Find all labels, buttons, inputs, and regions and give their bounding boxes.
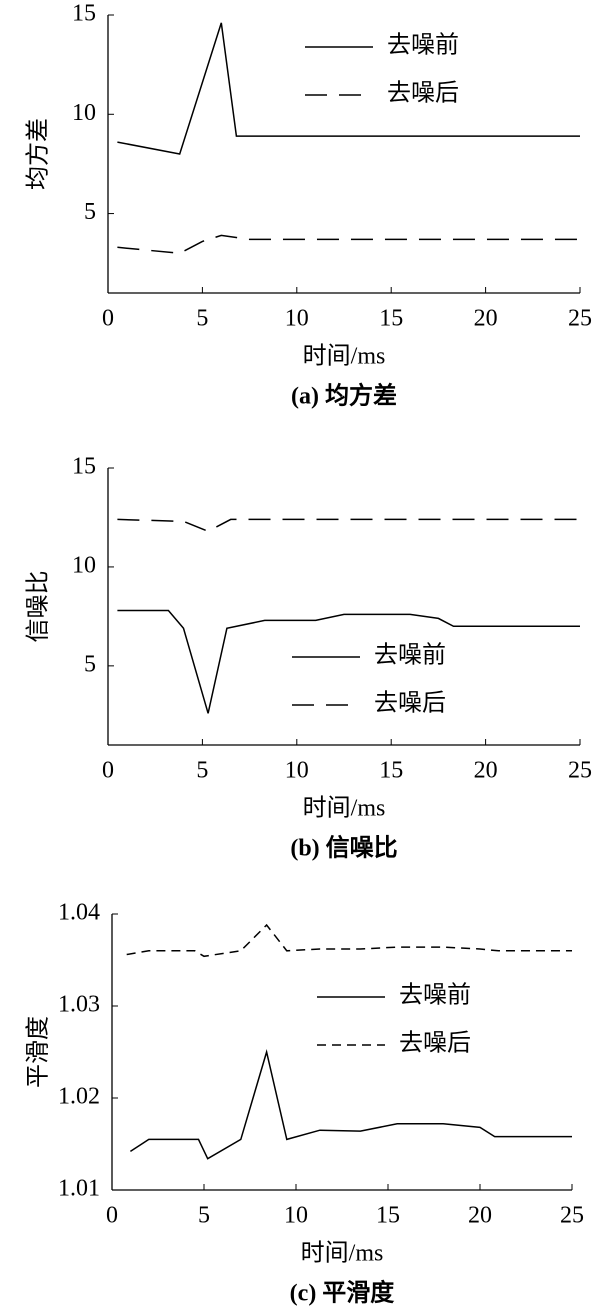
legend-label: 去噪前 (399, 982, 471, 1009)
legend-label: 去噪前 (374, 642, 446, 669)
x-axis-label: 时间/ms (303, 795, 386, 822)
y-tick-label: 10 (72, 100, 96, 126)
y-axis-label: 信噪比 (25, 571, 52, 643)
x-tick-label: 0 (106, 1203, 118, 1229)
series-line (129, 1049, 572, 1160)
x-axis-label: 时间/ms (301, 1240, 384, 1267)
x-tick-label: 20 (474, 306, 498, 332)
x-tick-label: 15 (379, 758, 403, 784)
series-line (117, 518, 580, 533)
caption: (b) 信噪比 (290, 834, 397, 862)
series-line (117, 234, 580, 255)
x-tick-label: 25 (568, 306, 592, 332)
x-tick-label: 20 (468, 1203, 492, 1229)
y-axis-label: 平滑度 (25, 1016, 52, 1088)
x-tick-label: 15 (376, 1203, 400, 1229)
y-tick-label: 15 (72, 454, 96, 480)
series-line (117, 22, 580, 155)
series-line (126, 923, 572, 958)
y-tick-label: 1.03 (58, 992, 100, 1018)
x-tick-label: 25 (560, 1203, 584, 1229)
y-axis-label: 均方差 (25, 118, 52, 190)
x-tick-label: 25 (568, 758, 592, 784)
x-axis-label: 时间/ms (303, 343, 386, 370)
x-tick-label: 10 (285, 306, 309, 332)
x-tick-label: 20 (474, 758, 498, 784)
legend-label: 去噪后 (374, 690, 446, 717)
x-tick-label: 0 (102, 306, 114, 332)
x-tick-label: 0 (102, 758, 114, 784)
x-tick-label: 5 (196, 306, 208, 332)
x-tick-label: 5 (198, 1203, 210, 1229)
y-tick-label: 10 (72, 552, 96, 578)
y-tick-label: 1.04 (58, 900, 100, 926)
caption: (a) 均方差 (291, 382, 397, 410)
legend-label: 去噪前 (387, 32, 459, 59)
legend-label: 去噪后 (387, 80, 459, 107)
caption: (c) 平滑度 (290, 1279, 396, 1307)
y-tick-label: 5 (84, 651, 96, 677)
y-tick-label: 1.02 (58, 1084, 100, 1110)
y-tick-label: 1.01 (58, 1176, 100, 1202)
x-tick-label: 10 (284, 1203, 308, 1229)
y-tick-label: 15 (72, 1, 96, 27)
x-tick-label: 10 (285, 758, 309, 784)
legend-label: 去噪后 (399, 1030, 471, 1057)
x-tick-label: 5 (196, 758, 208, 784)
x-tick-label: 15 (379, 306, 403, 332)
y-tick-label: 5 (84, 199, 96, 225)
series-line (117, 609, 580, 714)
